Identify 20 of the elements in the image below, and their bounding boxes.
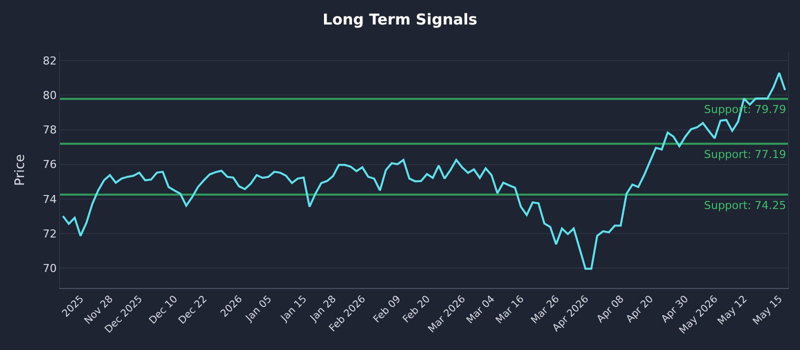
x-tick-label: Feb 09 (372, 294, 404, 326)
x-tick-label: Mar 16 (494, 294, 527, 326)
x-tick-label: Apr 20 (624, 294, 656, 326)
y-tick-label: 72 (42, 227, 57, 240)
y-tick-label: 80 (42, 89, 57, 102)
x-tick-label: Jan 05 (243, 294, 274, 325)
ref-line-label: Support: 74.25 (704, 199, 786, 212)
line-series (62, 72, 786, 270)
chart-title: Long Term Signals (322, 10, 478, 28)
y-tick-label: 76 (42, 158, 57, 172)
ref-line-label: Support: 77.19 (704, 148, 786, 161)
y-tick-label: 74 (42, 192, 57, 206)
x-tick-label: Feb 20 (401, 294, 433, 326)
x-tick-label: Jan 15 (278, 294, 310, 325)
x-tick-label: Dec 22 (176, 294, 210, 327)
y-axis-title: Price (13, 154, 28, 186)
y-tick-label: 70 (42, 262, 57, 275)
y-tick-label: 78 (42, 124, 57, 137)
x-tick-label: Apr 08 (595, 294, 626, 326)
y-tick-label: 82 (42, 54, 57, 68)
